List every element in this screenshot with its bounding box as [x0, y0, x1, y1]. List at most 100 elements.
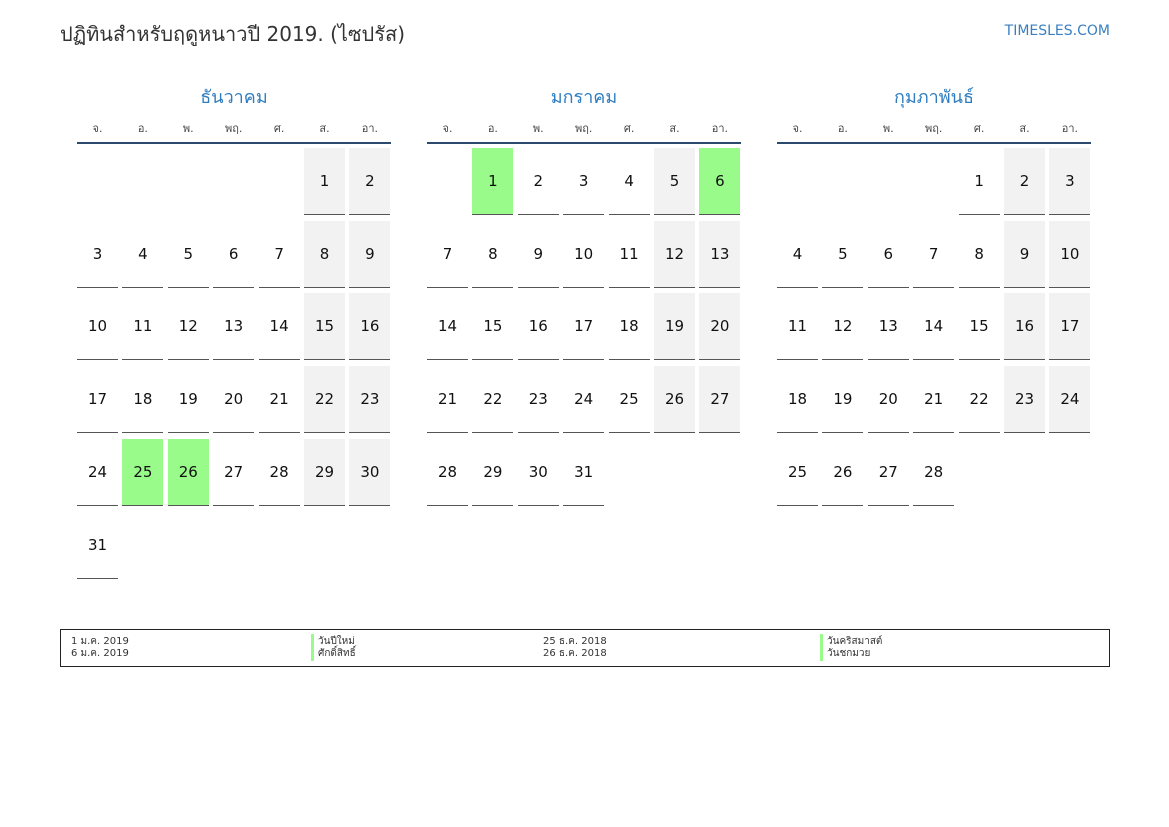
day-cell: 15	[958, 293, 1000, 361]
day-cell: 8	[304, 220, 345, 288]
legend-date: 26 ธ.ค. 2018	[543, 648, 607, 659]
month-name: ธันวาคม	[200, 87, 268, 108]
day-cell: 27	[867, 439, 909, 506]
weekday-header: พฤ.	[924, 122, 943, 135]
weekday-header: ส.	[669, 122, 680, 135]
day-cell: 13	[213, 293, 255, 361]
day-cell: 23	[517, 366, 559, 434]
day-cell: 26	[654, 366, 695, 434]
weekday-header: ศ.	[623, 122, 635, 135]
day-cell: 9	[517, 221, 559, 288]
day-cell: 11	[122, 293, 164, 361]
day-cell: 7	[427, 221, 468, 288]
day-cell: 28	[258, 439, 300, 506]
day-cell: 8	[472, 221, 514, 288]
day-cell: 30	[349, 438, 391, 506]
weekday-header: อ.	[487, 122, 498, 135]
day-cell: 23	[349, 366, 391, 434]
day-cell: 8	[958, 221, 1000, 288]
day-cell: 12	[167, 293, 209, 361]
weekday-header: จ.	[442, 122, 453, 135]
weekday-header: พฤ.	[224, 122, 243, 135]
day-cell: 28	[427, 439, 468, 506]
day-cell: 3	[77, 221, 118, 288]
day-cell: 1	[472, 148, 514, 215]
header-rule	[777, 142, 1091, 144]
weekday-header: พ.	[182, 122, 194, 135]
day-cell: 12	[822, 293, 864, 361]
day-cell: 26	[822, 439, 864, 506]
legend-date: 1 ม.ค. 2019	[71, 636, 129, 647]
day-cell: 14	[427, 293, 468, 361]
day-cell: 19	[822, 366, 864, 434]
day-cell: 27	[699, 366, 741, 434]
weekday-header: อ.	[137, 122, 148, 135]
day-cell: 18	[122, 366, 164, 434]
day-cell: 22	[304, 366, 345, 434]
legend-name: วันชกมวย	[820, 646, 870, 661]
weekday-header: พ.	[532, 122, 544, 135]
day-cell: 18	[777, 366, 818, 434]
day-cell: 16	[517, 293, 559, 361]
day-cell: 11	[777, 293, 818, 361]
day-cell: 13	[699, 220, 741, 288]
day-cell: 6	[699, 148, 741, 215]
day-cell: 7	[913, 221, 955, 288]
weekday-header: ส.	[1019, 122, 1030, 135]
day-cell: 19	[167, 366, 209, 434]
weekday-header: ส.	[319, 122, 330, 135]
day-cell: 9	[1004, 220, 1045, 288]
day-cell: 31	[77, 512, 118, 579]
brand-link[interactable]: TIMESLES.COM	[1004, 23, 1110, 39]
day-cell: 15	[304, 293, 345, 361]
day-cell: 17	[1049, 293, 1091, 361]
day-cell: 10	[563, 221, 605, 288]
legend-name: วันปีใหม่	[311, 634, 355, 649]
day-cell: 28	[913, 439, 955, 506]
day-cell: 11	[608, 221, 650, 288]
day-cell: 9	[349, 220, 391, 288]
day-cell: 13	[867, 293, 909, 361]
day-cell: 23	[1004, 366, 1045, 434]
day-cell: 21	[258, 366, 300, 434]
day-cell: 5	[822, 221, 864, 288]
day-cell: 21	[913, 366, 955, 434]
day-cell: 20	[867, 366, 909, 434]
day-cell: 6	[213, 221, 255, 288]
legend-date: 25 ธ.ค. 2018	[543, 636, 607, 647]
legend-box: 1 ม.ค. 2019 วันปีใหม่ 6 ม.ค. 2019 ศักดิ์สิท…	[60, 629, 1110, 667]
day-cell: 12	[654, 220, 695, 288]
day-cell: 2	[517, 148, 559, 215]
day-cell: 4	[122, 221, 164, 288]
header-rule	[427, 142, 741, 144]
day-cell: 3	[1049, 148, 1091, 215]
weekday-header: พ.	[882, 122, 894, 135]
day-cell: 26	[167, 438, 209, 506]
day-cell: 29	[304, 438, 345, 506]
weekday-header: อา.	[711, 122, 729, 135]
day-cell: 16	[349, 293, 391, 361]
day-cell: 25	[122, 438, 164, 506]
day-cell: 4	[777, 221, 818, 288]
day-cell: 29	[472, 439, 514, 506]
month-name: มกราคม	[550, 87, 618, 108]
day-cell: 21	[427, 366, 468, 434]
day-cell: 3	[563, 148, 605, 215]
day-cell: 31	[563, 439, 605, 506]
weekday-header: พฤ.	[574, 122, 593, 135]
legend-name: วันคริสมาสต์	[820, 634, 882, 649]
day-cell: 1	[958, 148, 1000, 215]
weekday-header: อา.	[1061, 122, 1079, 135]
day-cell: 25	[777, 439, 818, 506]
day-cell: 5	[167, 221, 209, 288]
day-cell: 2	[1004, 148, 1045, 215]
legend-name: ศักดิ์สิทธิ์	[311, 646, 356, 661]
day-cell: 22	[472, 366, 514, 434]
day-cell: 17	[563, 293, 605, 361]
day-cell: 24	[563, 366, 605, 434]
day-cell: 10	[77, 293, 118, 361]
day-cell: 27	[213, 439, 255, 506]
day-cell: 17	[77, 366, 118, 434]
day-cell: 7	[258, 221, 300, 288]
